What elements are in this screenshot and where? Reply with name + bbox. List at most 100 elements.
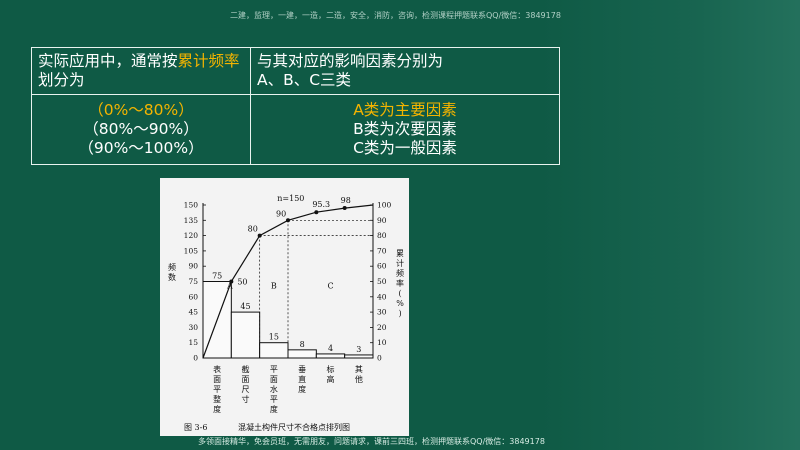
right-ylabel-char-4: ( — [398, 289, 401, 298]
header-right-line-2: A、B、C三类 — [257, 71, 352, 89]
category-label-1: 截面尺寸 — [242, 364, 250, 404]
category-char: 度 — [270, 404, 278, 414]
category-char: 寸 — [242, 394, 250, 404]
right-ylabel-char-2: 频 — [396, 268, 404, 278]
category-char: 面 — [213, 375, 221, 384]
caption-prefix: 图 3-6 — [184, 423, 207, 432]
right-tick-label-4: 40 — [377, 292, 387, 301]
bar-value-label-4: 4 — [328, 344, 333, 353]
category-char: 平 — [270, 395, 278, 404]
watermark-top: 二建，监理，一建，一造，二造，安全，消防，咨询，检测课程押题联系QQ/微信：38… — [230, 11, 561, 20]
left-tick-label-10: 150 — [184, 201, 199, 210]
range-a: （0%～80%） — [88, 101, 194, 119]
bar-value-label-3: 8 — [300, 340, 305, 349]
right-tick-label-3: 30 — [377, 308, 387, 317]
left-tick-label-4: 60 — [188, 292, 198, 301]
zone-label-1: B — [271, 282, 277, 291]
cumulative-point-0 — [229, 279, 234, 284]
header-left-text-1: 实际应用中，通常按 — [38, 52, 178, 70]
right-ylabel-char-0: 累 — [396, 249, 404, 258]
header-left-text-2: 划分为 — [38, 71, 85, 89]
left-tick-label-0: 0 — [193, 354, 198, 363]
category-char: 表 — [213, 364, 221, 374]
ranges-cell: （0%～80%） （80%～90%） （90%～100%） — [31, 94, 251, 165]
bar-4 — [315, 353, 346, 359]
right-tick-label-10: 100 — [377, 201, 392, 210]
category-char: 度 — [298, 384, 306, 394]
cumulative-label-2: 90 — [276, 209, 286, 218]
category-char: 尺 — [242, 385, 250, 394]
right-tick-label-7: 70 — [377, 246, 387, 255]
bar-1 — [230, 311, 261, 359]
right-tick-label-8: 80 — [377, 231, 387, 240]
cumulative-label-0: 50 — [237, 278, 247, 287]
right-tick-label-1: 10 — [377, 338, 387, 347]
left-tick-label-9: 135 — [184, 216, 199, 225]
cumulative-label-4: 98 — [341, 196, 351, 205]
right-tick-label-2: 20 — [377, 323, 387, 332]
bar-value-label-2: 15 — [269, 333, 279, 342]
cumulative-point-3 — [314, 210, 319, 215]
category-label-5: 其他 — [355, 365, 363, 384]
pareto-chart-card: 0 15 30 45 60 75 90 105 120 135 150 0 10 20 30 40 50 60 70… — [160, 178, 409, 436]
category-char: 垂 — [298, 364, 306, 374]
cumulative-point-4 — [342, 206, 347, 211]
category-char: 水 — [270, 384, 278, 394]
left-tick-label-1: 15 — [188, 338, 198, 347]
cumulative-label-1: 80 — [248, 225, 258, 234]
range-b: （80%～90%） — [83, 120, 199, 138]
bar-value-label-0: 75 — [212, 272, 222, 281]
category-char: 高 — [327, 374, 335, 384]
category-label-0: 表面平整度 — [213, 364, 221, 414]
right-tick-label-9: 90 — [377, 216, 387, 225]
category-label-3: 垂直度 — [298, 364, 306, 394]
category-char: 标 — [327, 364, 335, 374]
bar-5 — [344, 354, 374, 359]
class-a: A类为主要因素 — [353, 101, 457, 119]
class-c: C类为一般因素 — [353, 139, 457, 157]
zone-label-2: C — [327, 282, 333, 291]
classes-cell: A类为主要因素 B类为次要因素 C类为一般因素 — [250, 94, 560, 165]
category-char: 面 — [242, 375, 250, 384]
header-right-cell: 与其对应的影响因素分别为 A、B、C三类 — [250, 47, 560, 95]
classification-table: 实际应用中，通常按累计频率划分为 与其对应的影响因素分别为 A、B、C三类 （0… — [31, 47, 560, 165]
right-tick-label-0: 0 — [377, 354, 382, 363]
table-header-row: 实际应用中，通常按累计频率划分为 与其对应的影响因素分别为 A、B、C三类 — [31, 47, 560, 95]
right-ylabel-char-6: ) — [398, 309, 401, 318]
cumulative-label-3: 95.3 — [312, 200, 330, 209]
category-char: 面 — [270, 375, 278, 384]
header-left-highlight: 累计频率 — [177, 52, 240, 70]
category-char: 平 — [270, 365, 278, 374]
category-char: 他 — [355, 374, 363, 384]
right-ylabel-char-3: 率 — [396, 278, 404, 288]
bar-2 — [259, 342, 289, 359]
category-label-2: 平面水平度 — [270, 365, 278, 414]
bar-value-label-1: 45 — [240, 302, 250, 311]
left-ylabel-char-0: 频 — [168, 262, 176, 272]
left-tick-label-2: 30 — [188, 323, 198, 332]
category-char: 其 — [355, 365, 363, 374]
left-tick-label-5: 75 — [188, 277, 198, 286]
left-tick-label-7: 105 — [184, 246, 199, 255]
category-char: 截 — [242, 364, 250, 374]
left-ylabel-char-1: 数 — [168, 272, 176, 282]
right-tick-label-6: 60 — [377, 262, 387, 271]
right-ylabel-char-1: 计 — [396, 258, 404, 268]
right-tick-label-5: 50 — [377, 277, 387, 286]
right-ylabel-char-5: % — [396, 299, 404, 308]
header-left-cell: 实际应用中，通常按累计频率划分为 — [31, 47, 251, 95]
header-right-line-1: 与其对应的影响因素分别为 — [257, 52, 444, 70]
left-tick-label-8: 120 — [184, 231, 199, 240]
bar-value-label-5: 3 — [356, 345, 361, 354]
range-c: （90%～100%） — [78, 139, 204, 157]
category-char: 直 — [298, 374, 306, 384]
category-label-4: 标高 — [327, 364, 335, 384]
class-b: B类为次要因素 — [353, 120, 457, 138]
bar-3 — [287, 349, 317, 359]
chart-title: 混凝土构件尺寸不合格点排列图 — [238, 422, 350, 432]
left-tick-label-3: 45 — [188, 308, 198, 317]
table-body-row: （0%～80%） （80%～90%） （90%～100%） A类为主要因素 B类… — [31, 94, 560, 165]
left-tick-label-6: 90 — [188, 262, 198, 271]
watermark-bottom: 多领面接精华，免会员班，无需朋友，问题请求，课前三四班，检测押题联系QQ/微信：… — [198, 437, 545, 446]
pareto-chart: 0 15 30 45 60 75 90 105 120 135 150 0 10 20 30 40 50 60 70… — [168, 194, 404, 432]
